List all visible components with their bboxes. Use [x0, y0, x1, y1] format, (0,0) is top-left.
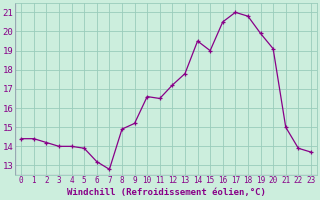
X-axis label: Windchill (Refroidissement éolien,°C): Windchill (Refroidissement éolien,°C): [67, 188, 266, 197]
